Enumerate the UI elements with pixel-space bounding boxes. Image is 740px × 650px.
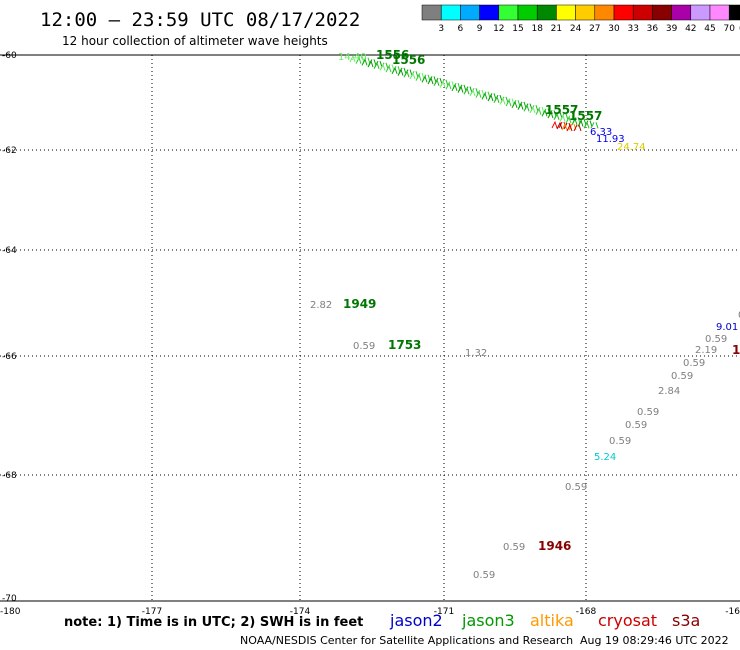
legend-swatch <box>460 4 480 21</box>
legend-swatch <box>690 4 711 21</box>
longitude-label: -180 <box>0 607 21 617</box>
legend-label: 9 <box>477 24 483 34</box>
legend-label: 70 <box>723 24 735 34</box>
legend-label: 6 <box>458 24 464 34</box>
observation-time-label: 1946 <box>538 539 571 553</box>
wave-height-value: 2.84 <box>658 386 680 397</box>
legend-swatch <box>728 4 740 21</box>
legend-swatch <box>652 4 672 21</box>
latitude-label: -60 <box>2 51 17 61</box>
satellite-name: jason3 <box>461 611 515 630</box>
wave-height-value: 0.59 <box>683 358 705 369</box>
track-reading-mark <box>566 123 582 132</box>
longitude-label: -177 <box>142 607 162 617</box>
generation-timestamp: Aug 19 08:29:46 UTC 2022 <box>580 634 729 647</box>
legend-swatch <box>421 4 442 21</box>
legend-label: 33 <box>627 24 638 34</box>
wave-height-value: 5.24 <box>594 452 616 463</box>
wave-height-value: 2.82 <box>310 300 332 311</box>
graticule <box>0 54 740 602</box>
observation-time-label: 1753 <box>388 338 421 352</box>
legend-label: 42 <box>685 24 696 34</box>
map-subtitle: 12 hour collection of altimeter wave hei… <box>62 34 328 48</box>
wave-height-value: 14.40 <box>338 52 367 63</box>
legend-label: 45 <box>704 24 715 34</box>
longitude-label: -174 <box>290 607 311 617</box>
wave-height-value: 0.59 <box>637 407 659 418</box>
legend-swatch <box>498 4 519 21</box>
wave-height-value: 11.93 <box>596 134 625 145</box>
latitude-labels: -60 -62 -64 -66 -68 -70 <box>2 51 17 604</box>
observation-time-label: 1949 <box>343 297 376 311</box>
observation-time-label: 19 <box>732 343 740 357</box>
track-reading-mark <box>508 106 522 113</box>
wave-height-value: 24.74 <box>617 142 646 153</box>
track-reading-mark <box>515 108 529 115</box>
legend-swatch <box>479 4 500 21</box>
latitude-label: -68 <box>2 471 17 481</box>
dense-track-cluster <box>349 54 599 132</box>
legend-label: 39 <box>666 24 678 34</box>
wave-height-value: 0.59 <box>625 420 647 431</box>
satellite-name: cryosat <box>598 611 657 630</box>
legend-swatch <box>575 4 596 21</box>
legend-swatch <box>517 4 538 21</box>
wave-height-value: 2.19 <box>695 345 717 356</box>
longitude-labels: -180 -177 -174 -171 -168 -16 <box>0 607 740 617</box>
wave-height-value: 0.59 <box>565 482 587 493</box>
wave-height-value: 0.59 <box>609 436 631 447</box>
observation-time-label: 1556 <box>392 53 425 67</box>
footer-note: note: 1) Time is in UTC; 2) SWH is in fe… <box>64 615 363 630</box>
wave-height-value: 6.33 <box>590 127 612 138</box>
legend-swatch <box>709 4 730 21</box>
track-reading-mark <box>583 120 599 129</box>
legend-swatch <box>594 4 615 21</box>
satellite-name: altika <box>530 611 574 630</box>
legend-swatch <box>536 4 557 21</box>
wave-height-value: 0.59 <box>353 341 375 352</box>
wave-height-value: 0.59 <box>671 371 693 382</box>
wave-height-value: 0.5 <box>738 310 740 321</box>
wave-height-value: 9.01 <box>716 322 738 333</box>
latitude-label: -64 <box>2 246 17 256</box>
observation-time-label: 1556 <box>376 48 409 62</box>
longitude-label: -171 <box>434 607 454 617</box>
legend-label: 30 <box>608 24 620 34</box>
legend-swatch <box>632 4 653 21</box>
legend-label: 18 <box>531 24 543 34</box>
legend-label: 36 <box>647 24 659 34</box>
observation-time-label: 1557 <box>545 103 578 117</box>
observation-time-label: 1557 <box>569 109 602 123</box>
legend-label: 3 <box>438 24 444 34</box>
wave-height-value: 0.59 <box>473 570 495 581</box>
legend-label: 24 <box>570 24 582 34</box>
latitude-label: -70 <box>2 594 17 604</box>
legend-label: 21 <box>551 24 562 34</box>
wave-height-value: 1.32 <box>465 348 487 359</box>
satellite-name: s3a <box>672 611 700 630</box>
legend-swatch <box>671 4 692 21</box>
latitude-label: -66 <box>2 352 17 362</box>
satellite-name: jason2 <box>389 611 443 630</box>
latitude-label: -62 <box>2 146 17 156</box>
map-title: 12:00 – 23:59 UTC 08/17/2022 <box>40 9 360 31</box>
legend-swatch <box>556 4 576 21</box>
legend-label: 27 <box>589 24 600 34</box>
wave-height-value: 0.59 <box>503 542 525 553</box>
legend-unit: (ft) <box>739 24 740 34</box>
longitude-label: -16 <box>725 607 740 617</box>
satellite-legend: jason2 jason3 altika cryosat s3a <box>389 611 700 630</box>
legend-swatch <box>613 4 634 21</box>
wave-height-value: 0.59 <box>705 334 727 345</box>
legend-label: 12 <box>493 24 504 34</box>
longitude-label: -168 <box>576 607 597 617</box>
legend-label: 15 <box>512 24 523 34</box>
legend-swatch <box>440 4 461 21</box>
credit-line: NOAA/NESDIS Center for Satellite Applica… <box>240 634 573 647</box>
